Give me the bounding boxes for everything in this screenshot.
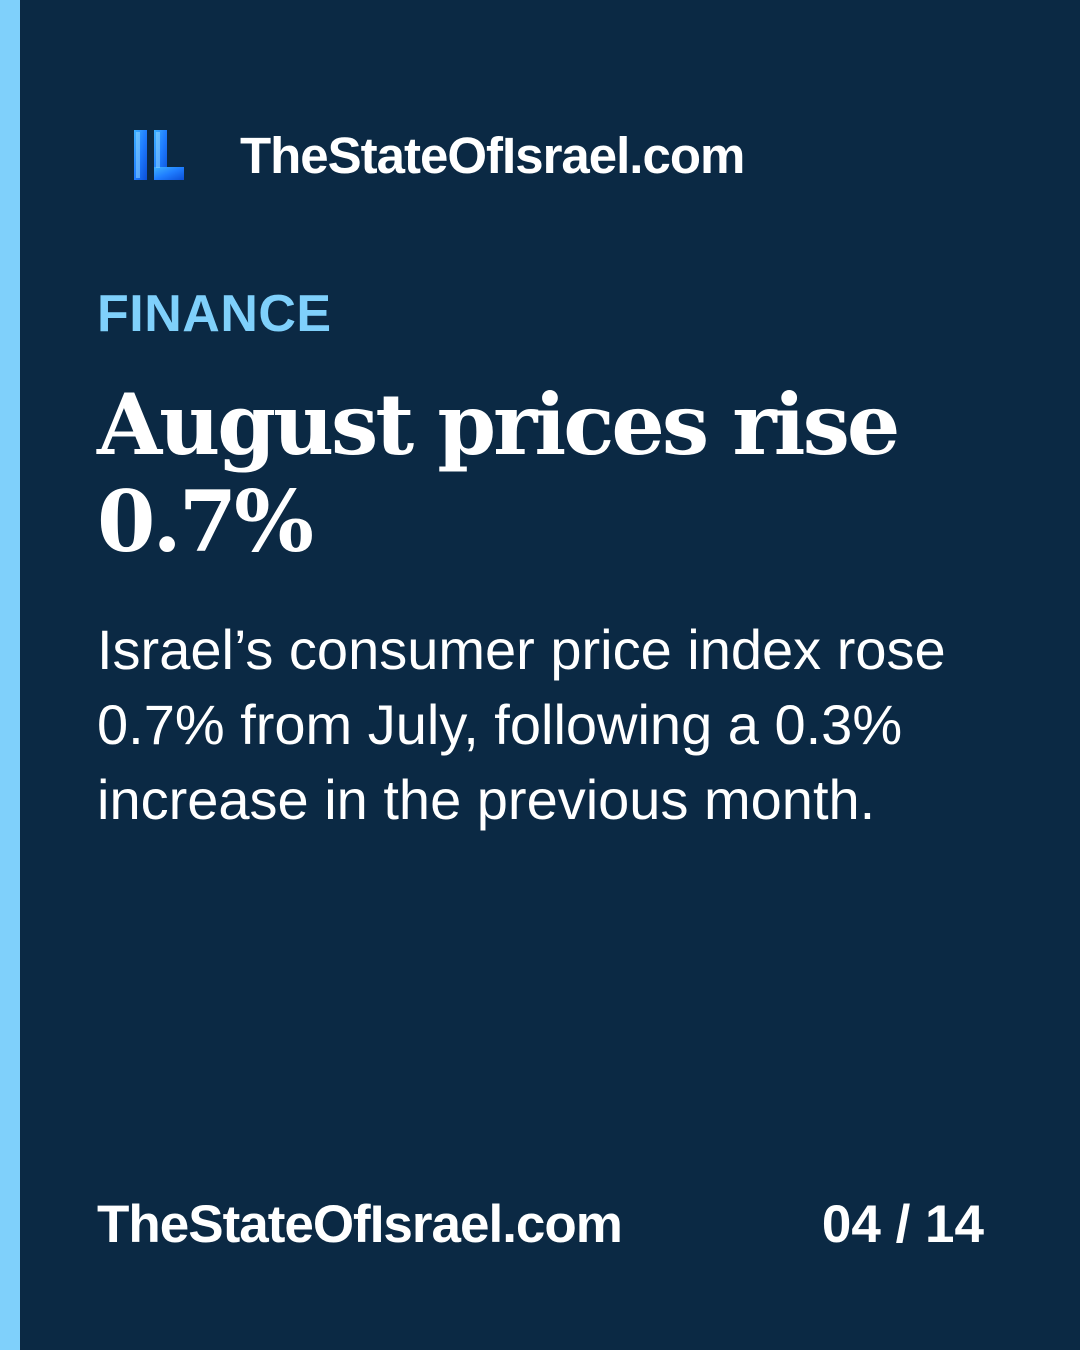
page-counter: 04 / 14: [821, 1195, 984, 1254]
article-headline: August prices rise 0.7%: [97, 375, 900, 571]
footer-site-name[interactable]: TheStateOfIsrael.com: [97, 1195, 623, 1254]
il-logo-icon: [132, 128, 186, 182]
header-site-name[interactable]: TheStateOfIsrael.com: [240, 126, 745, 184]
category-label: FINANCE: [97, 285, 332, 343]
accent-side-bar: [0, 0, 20, 1350]
site-header: TheStateOfIsrael.com: [132, 120, 745, 190]
article-summary: Israel’s consumer price index rose 0.7% …: [97, 618, 946, 831]
